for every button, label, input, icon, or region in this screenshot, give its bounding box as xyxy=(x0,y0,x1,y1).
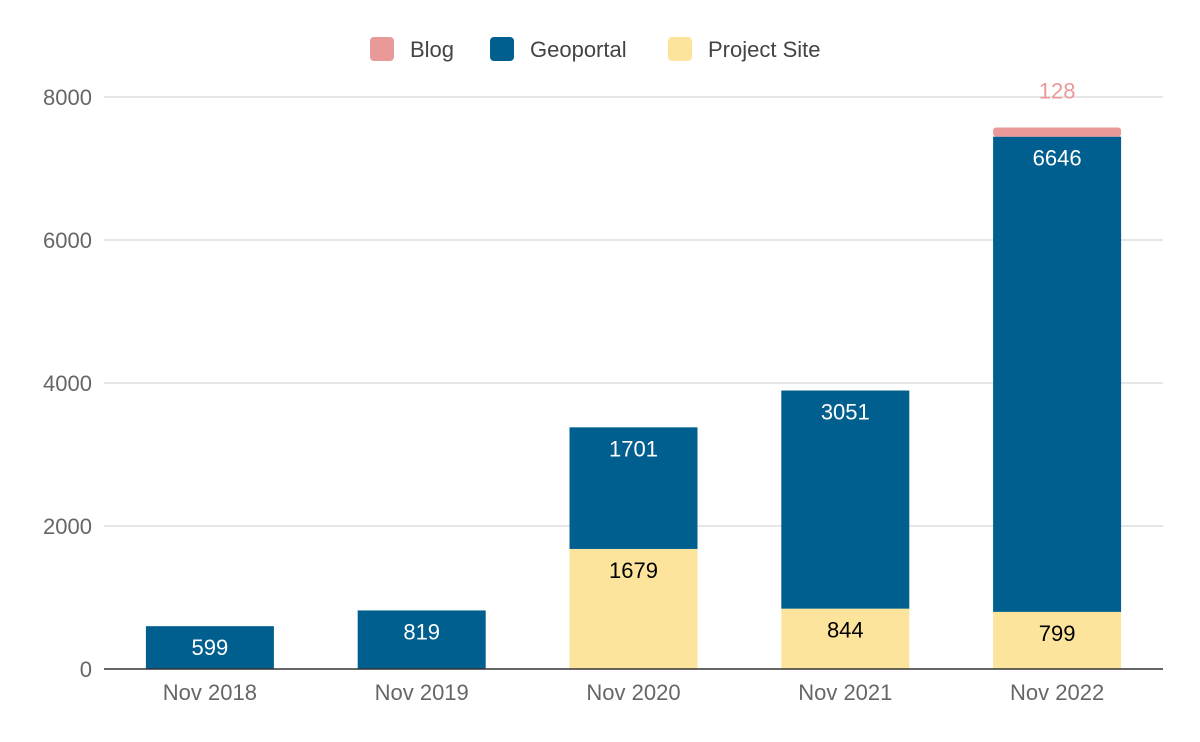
y-axis: 0 2000 4000 6000 8000 xyxy=(43,85,92,682)
legend-label-geoportal: Geoportal xyxy=(530,37,627,62)
x-axis: Nov 2018 Nov 2019 Nov 2020 Nov 2021 Nov 2022 xyxy=(104,668,1163,705)
data-label-project-site: 844 xyxy=(827,618,864,643)
data-labels: 599 819 1679 1701 844 3051 799 6646 128 xyxy=(192,79,1082,661)
y-tick-label: 2000 xyxy=(43,514,92,539)
x-tick-label: Nov 2018 xyxy=(163,680,257,705)
legend-swatch-geoportal xyxy=(490,37,514,61)
bars xyxy=(145,127,1122,669)
legend: Blog Geoportal Project Site xyxy=(370,37,821,62)
y-tick-label: 6000 xyxy=(43,228,92,253)
legend-swatch-blog xyxy=(370,37,394,61)
bar-segment-geoportal xyxy=(357,610,486,669)
bar-segment-geoportal xyxy=(781,390,910,609)
x-tick-label: Nov 2020 xyxy=(586,680,680,705)
bar-segment-project-site xyxy=(781,608,910,669)
data-label-project-site: 1679 xyxy=(609,558,658,583)
y-tick-label: 0 xyxy=(80,657,92,682)
data-label-project-site: 799 xyxy=(1039,621,1076,646)
bar-segment-geoportal xyxy=(145,626,274,669)
bar-segment-project-site xyxy=(993,611,1122,669)
x-tick-label: Nov 2022 xyxy=(1010,680,1104,705)
x-tick-label: Nov 2021 xyxy=(798,680,892,705)
y-tick-label: 8000 xyxy=(43,85,92,110)
bar-segment-project-site xyxy=(569,548,698,669)
y-tick-label: 4000 xyxy=(43,371,92,396)
legend-swatch-project-site xyxy=(668,37,692,61)
x-tick-label: Nov 2019 xyxy=(375,680,469,705)
bar-segment-geoportal xyxy=(569,427,698,549)
data-label-geoportal: 3051 xyxy=(821,400,870,425)
data-label-blog: 128 xyxy=(1039,79,1076,104)
data-label-geoportal: 6646 xyxy=(1033,146,1082,171)
data-label-geoportal: 1701 xyxy=(609,436,658,461)
bar-segment-blog xyxy=(993,127,1122,137)
legend-label-project-site: Project Site xyxy=(708,37,821,62)
bar-segment-geoportal xyxy=(993,136,1122,612)
legend-label-blog: Blog xyxy=(410,37,454,62)
data-label-geoportal: 599 xyxy=(192,635,229,660)
data-label-geoportal: 819 xyxy=(403,619,440,644)
